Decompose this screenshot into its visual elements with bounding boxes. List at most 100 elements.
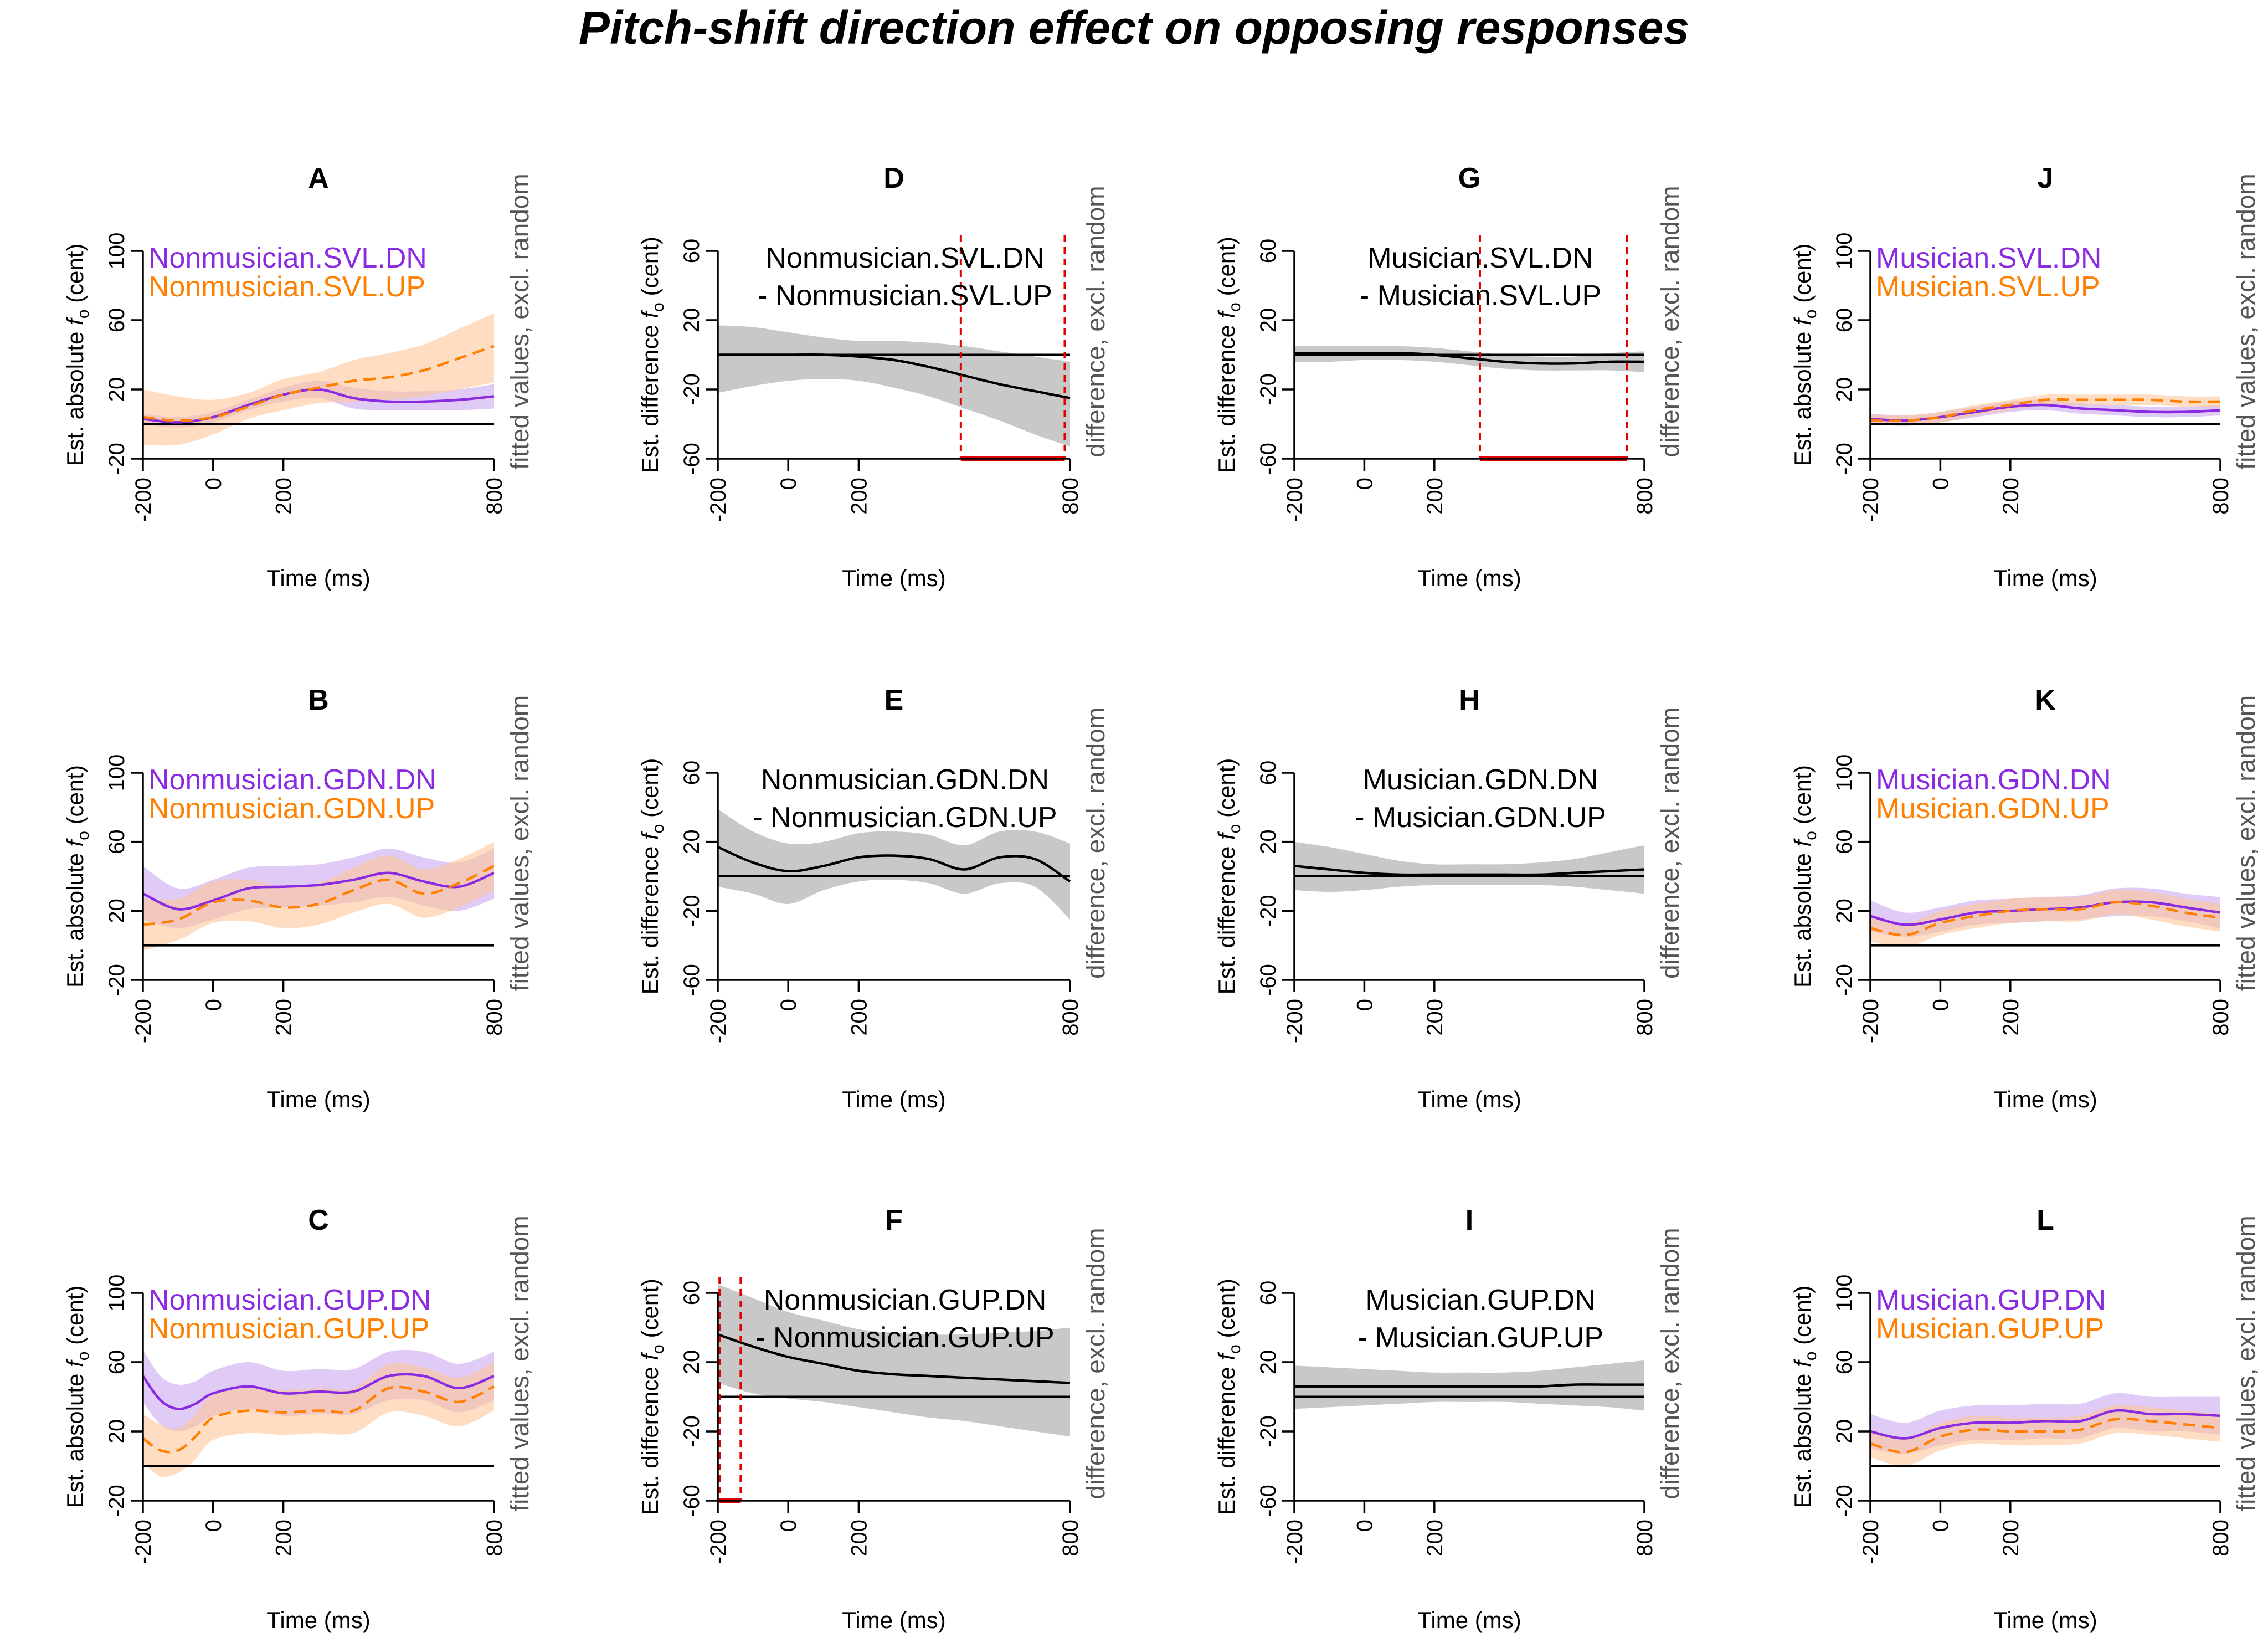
y-label-tail: (cent): [1789, 244, 1816, 310]
panel-label-D: D: [883, 162, 904, 194]
legend-entry-C-0: Nonmusician.GUP.DN: [148, 1284, 431, 1316]
x-tick-label-B: 800: [482, 999, 507, 1036]
x-tick-label-F: 800: [1058, 1519, 1083, 1557]
axes-C: -20 20 60 100 -200 0 200 800: [105, 1275, 507, 1564]
y-label-tail: (cent): [1789, 765, 1816, 831]
series-line-J-1: [1870, 398, 2221, 422]
panel-E: E -60 -20 20 60 -200 0 200 800 Time (ms) Est. diff…: [637, 684, 1110, 1112]
confidence-band-H-0: [1294, 841, 1644, 894]
y-label-main: Est. absolute: [62, 325, 88, 466]
series-line-D-0: [718, 353, 1071, 399]
y-tick-label-F: -20: [680, 1415, 704, 1447]
series-line-B-0: [142, 871, 495, 911]
y-tick-label-H: 20: [1256, 829, 1280, 854]
x-tick-label-K: -200: [1859, 999, 1883, 1043]
annotation-line2-H: - Musician.GDN.UP: [1355, 802, 1606, 834]
y-tick-label-F: -60: [680, 1485, 704, 1517]
x-tick-label-H: 200: [1423, 999, 1447, 1036]
x-tick-label-C: 0: [202, 1519, 226, 1532]
y-label-main: Est. absolute: [1789, 1367, 1816, 1508]
x-tick-label-D: 200: [847, 478, 871, 515]
y-label-subscript: o: [1226, 1344, 1244, 1354]
panel-J: J -20 20 60 100 -200 0 200 800 Time (ms) Est. abso…: [1789, 162, 2260, 591]
x-axis-label-E: Time (ms): [842, 1086, 945, 1112]
y-tick-label-B: 60: [105, 829, 129, 854]
x-tick-label-J: 0: [1928, 478, 1953, 490]
annotation-line2-D: - Nonmusician.SVL.UP: [758, 280, 1052, 312]
panel-label-E: E: [884, 684, 904, 716]
x-axis-label-C: Time (ms): [266, 1607, 370, 1633]
x-tick-label-I: 200: [1423, 1519, 1447, 1557]
x-tick-label-L: 800: [2209, 1519, 2233, 1557]
y-axis-label-E: Est. difference fo (cent): [637, 758, 667, 995]
y-label-subscript: o: [74, 310, 92, 319]
x-tick-label-K: 0: [1928, 999, 1953, 1011]
x-tick-label-I: 0: [1352, 1519, 1377, 1532]
y-tick-label-D: 60: [680, 239, 704, 264]
legend-entry-C-1: Nonmusician.GUP.UP: [148, 1313, 430, 1345]
series-line-E-0: [717, 845, 1071, 883]
x-axis-label-G: Time (ms): [1417, 565, 1521, 591]
x-tick-label-F: 0: [776, 1519, 801, 1532]
y-tick-label-D: -60: [680, 443, 704, 475]
y-tick-label-A: 100: [105, 233, 129, 270]
y-label-main: Est. absolute: [62, 1367, 88, 1508]
x-tick-label-B: 200: [272, 999, 296, 1036]
y-tick-label-L: 100: [1832, 1275, 1856, 1312]
x-tick-label-A: -200: [131, 478, 156, 522]
plot-area-F: [717, 1277, 1071, 1503]
y-label-subscript: o: [649, 302, 667, 312]
x-tick-label-C: 800: [482, 1519, 507, 1557]
y-axis-label-H: Est. difference fo (cent): [1213, 758, 1244, 995]
y-tick-label-B: -20: [105, 964, 129, 996]
panel-label-B: B: [308, 684, 329, 716]
axes-G: -60 -20 20 60 -200 0 200 800: [1256, 239, 1657, 522]
y-tick-label-J: 60: [1832, 308, 1856, 333]
x-tick-label-A: 0: [202, 478, 226, 490]
y-tick-label-K: 60: [1832, 829, 1856, 854]
right-axis-label-D: difference, excl. random: [1081, 186, 1110, 457]
axes-B: -20 20 60 100 -200 0 200 800: [105, 754, 507, 1043]
y-label-subscript: o: [74, 1352, 92, 1361]
x-tick-label-C: -200: [131, 1519, 156, 1564]
y-tick-label-C: 100: [105, 1275, 129, 1312]
plot-area-K: [1870, 887, 2221, 948]
y-label-tail: (cent): [637, 758, 663, 824]
panel-label-K: K: [2035, 684, 2056, 716]
x-axis-label-L: Time (ms): [1993, 1607, 2097, 1633]
y-tick-label-L: -20: [1832, 1485, 1856, 1517]
x-tick-label-I: 800: [1633, 1519, 1657, 1557]
y-tick-label-B: 100: [105, 754, 129, 792]
axes-A: -20 20 60 100 -200 0 200 800: [105, 233, 507, 522]
y-label-subscript: o: [1802, 310, 1820, 319]
y-label-subscript: o: [1226, 302, 1244, 312]
x-tick-label-H: -200: [1283, 999, 1307, 1043]
y-tick-label-G: 60: [1256, 239, 1280, 264]
y-axis-label-J: Est. absolute fo (cent): [1789, 244, 1820, 466]
y-label-tail: (cent): [1213, 758, 1240, 824]
y-axis-label-D: Est. difference fo (cent): [637, 237, 667, 473]
confidence-band-D-0: [718, 325, 1070, 447]
x-tick-label-L: 200: [1999, 1519, 2023, 1557]
x-tick-label-K: 800: [2209, 999, 2233, 1036]
x-tick-label-B: -200: [131, 999, 156, 1043]
plot-area-J: [1870, 394, 2221, 426]
y-label-main: Est. difference: [637, 1360, 663, 1515]
y-tick-label-J: -20: [1832, 443, 1856, 475]
axes-E: -60 -20 20 60 -200 0 200 800: [680, 761, 1083, 1043]
y-label-tail: (cent): [1213, 237, 1240, 302]
x-tick-label-L: -200: [1859, 1519, 1883, 1564]
right-axis-label-A: fitted values, excl. random: [505, 173, 534, 469]
x-tick-label-B: 0: [202, 999, 226, 1011]
panel-G: G -60 -20 20 60 -200 0 200 800 Time (ms) Est. diff…: [1213, 162, 1684, 591]
y-tick-label-I: 60: [1256, 1281, 1280, 1306]
series-line-H-0: [1294, 865, 1645, 876]
y-tick-label-C: 60: [105, 1350, 129, 1375]
annotation-line1-H: Musician.GDN.DN: [1363, 764, 1598, 796]
y-tick-label-D: -20: [680, 373, 704, 405]
x-tick-label-H: 800: [1633, 999, 1657, 1036]
y-label-subscript: o: [1802, 1352, 1820, 1361]
x-tick-label-J: 800: [2209, 478, 2233, 515]
y-tick-label-E: 60: [680, 761, 704, 785]
panel-I: I -60 -20 20 60 -200 0 200 800 Time (ms) Est. diff…: [1213, 1204, 1684, 1633]
